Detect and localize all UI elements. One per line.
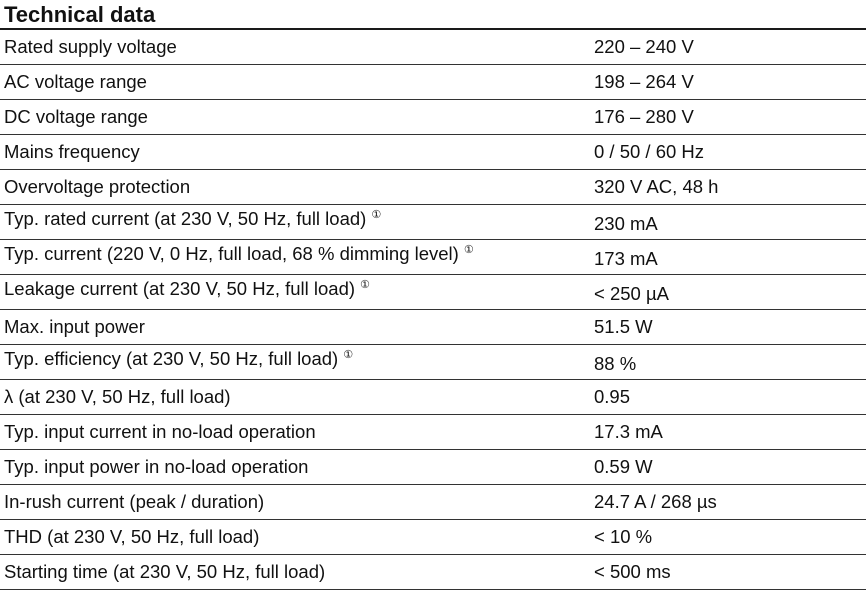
- parameter-value: 320 V AC, 48 h: [594, 176, 719, 197]
- parameter-label: Leakage current (at 230 V, 50 Hz, full l…: [0, 275, 592, 309]
- table-row: AC voltage range 198 – 264 V: [0, 65, 866, 100]
- parameter-label: Overvoltage protection: [0, 170, 592, 204]
- parameter-label: Typ. current (220 V, 0 Hz, full load, 68…: [0, 240, 592, 274]
- parameter-label-text: DC voltage range: [4, 106, 148, 127]
- parameter-label: AC voltage range: [0, 65, 592, 99]
- parameter-label-text: In-rush current (peak / duration): [4, 491, 265, 512]
- parameter-value: 198 – 264 V: [594, 71, 694, 92]
- parameter-label: λ (at 230 V, 50 Hz, full load): [0, 380, 592, 414]
- parameter-label-text: Max. input power: [4, 316, 145, 337]
- parameter-label-text: AC voltage range: [4, 71, 147, 92]
- parameter-value: 176 – 280 V: [594, 106, 694, 127]
- parameter-label: Rated supply voltage: [0, 30, 592, 64]
- table-row: Leakage current (at 230 V, 50 Hz, full l…: [0, 275, 866, 310]
- parameter-label: Mains frequency: [0, 135, 592, 169]
- parameter-label-text: Overvoltage protection: [4, 176, 191, 197]
- table-row: Typ. input current in no-load operation 1…: [0, 415, 866, 450]
- table-row: Overvoltage protection 320 V AC, 48 h: [0, 170, 866, 205]
- table-row: Typ. input power in no-load operation 0.5…: [0, 450, 866, 485]
- parameter-label: THD (at 230 V, 50 Hz, full load): [0, 520, 592, 554]
- table-row: λ (at 230 V, 50 Hz, full load) 0.95: [0, 380, 866, 415]
- footnote-marker-icon: ①: [371, 209, 382, 221]
- parameter-value: 173 mA: [594, 248, 658, 269]
- parameter-label-text: Typ. input current in no-load operation: [4, 421, 316, 442]
- parameter-label-text: Rated supply voltage: [4, 36, 177, 57]
- table-row: Typ. efficiency (at 230 V, 50 Hz, full l…: [0, 345, 866, 380]
- parameter-value: < 250 µA: [594, 283, 669, 304]
- table-row: Typ. rated current (at 230 V, 50 Hz, ful…: [0, 205, 866, 240]
- parameter-value: 0 / 50 / 60 Hz: [594, 141, 705, 162]
- parameter-label: In-rush current (peak / duration): [0, 485, 592, 519]
- parameter-label-text: Typ. efficiency (at 230 V, 50 Hz, full l…: [4, 348, 339, 369]
- technical-data-table: Rated supply voltage 220 – 240 V AC voltag…: [0, 30, 866, 590]
- footnote-marker-icon: ①: [360, 279, 370, 291]
- section-title: Technical data: [0, 0, 866, 30]
- footnote-marker-icon: ①: [463, 244, 474, 256]
- table-row: In-rush current (peak / duration) 24.7 A …: [0, 485, 866, 520]
- table-row: Mains frequency 0 / 50 / 60 Hz: [0, 135, 866, 170]
- footnote-marker-icon: ①: [343, 349, 354, 361]
- parameter-label: Typ. efficiency (at 230 V, 50 Hz, full l…: [0, 345, 592, 379]
- parameter-label-text: Typ. input power in no-load operation: [4, 456, 309, 477]
- parameter-value: 220 – 240 V: [594, 36, 694, 57]
- parameter-label: Starting time (at 230 V, 50 Hz, full loa…: [0, 555, 592, 589]
- parameter-value: < 10 %: [594, 526, 653, 547]
- table-row: Typ. current (220 V, 0 Hz, full load, 68…: [0, 240, 866, 275]
- parameter-label-text: λ (at 230 V, 50 Hz, full load): [4, 386, 231, 407]
- parameter-label-text: Mains frequency: [4, 141, 140, 162]
- parameter-label: Typ. input current in no-load operation: [0, 415, 592, 449]
- parameter-label: Max. input power: [0, 310, 592, 344]
- parameter-value: 0.95: [594, 386, 631, 407]
- parameter-label-text: Starting time (at 230 V, 50 Hz, full loa…: [4, 561, 326, 582]
- table-row: DC voltage range 176 – 280 V: [0, 100, 866, 135]
- table-row: THD (at 230 V, 50 Hz, full load) < 10 %: [0, 520, 866, 555]
- table-row: Starting time (at 230 V, 50 Hz, full loa…: [0, 555, 866, 590]
- parameter-label: Typ. input power in no-load operation: [0, 450, 592, 484]
- parameter-value: < 500 ms: [594, 561, 671, 582]
- parameter-value: 230 mA: [594, 213, 658, 234]
- parameter-label: DC voltage range: [0, 100, 592, 134]
- parameter-value: 51.5 W: [594, 316, 653, 337]
- parameter-label-text: Leakage current (at 230 V, 50 Hz, full l…: [4, 278, 356, 299]
- parameter-label-text: THD (at 230 V, 50 Hz, full load): [4, 526, 260, 547]
- parameter-value: 0.59 W: [594, 456, 653, 477]
- table-row: Max. input power 51.5 W: [0, 310, 866, 345]
- parameter-label-text: Typ. rated current (at 230 V, 50 Hz, ful…: [4, 208, 367, 229]
- parameter-label: Typ. rated current (at 230 V, 50 Hz, ful…: [0, 205, 592, 239]
- parameter-label-text: Typ. current (220 V, 0 Hz, full load, 68…: [4, 243, 459, 264]
- parameter-value: 24.7 A / 268 µs: [594, 491, 717, 512]
- table-row: Rated supply voltage 220 – 240 V: [0, 30, 866, 65]
- parameter-value: 17.3 mA: [594, 421, 663, 442]
- parameter-value: 88 %: [594, 353, 637, 374]
